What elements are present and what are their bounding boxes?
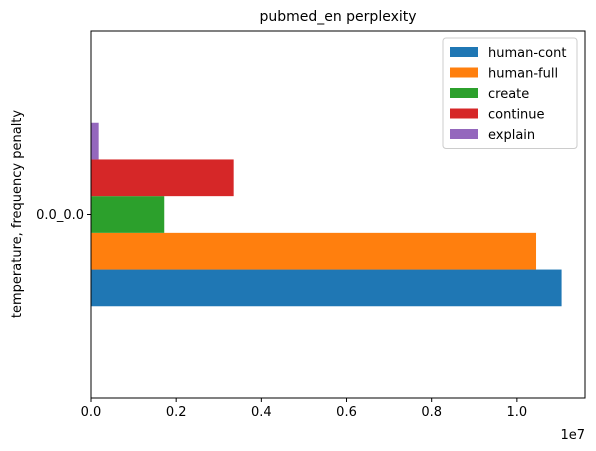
x-tick-label: 0.4 bbox=[251, 405, 272, 420]
x-tick-label: 0.2 bbox=[166, 405, 187, 420]
legend-box bbox=[442, 37, 578, 149]
legend-swatch-create bbox=[450, 88, 478, 98]
bar-create bbox=[91, 196, 165, 233]
y-tick-label: 0.0_0.0 bbox=[36, 208, 84, 223]
legend-label-human-full: human-full bbox=[488, 67, 558, 82]
bar-human-full bbox=[91, 232, 537, 270]
legend: human-cont human-full create continue explai… bbox=[442, 37, 578, 149]
legend-swatch-continue bbox=[450, 108, 478, 119]
legend-swatch-human-full bbox=[450, 67, 478, 78]
y-axis-label: temperature, frequency penalty bbox=[10, 110, 25, 318]
legend-label-create: create bbox=[488, 87, 529, 102]
legend-label-human-cont: human-cont bbox=[488, 46, 566, 61]
bar-human-cont bbox=[91, 269, 562, 307]
bar-continue bbox=[91, 159, 234, 197]
ticks-group: 0.0 0.2 0.4 0.6 0.8 1.0 0.0_0.0 bbox=[36, 208, 527, 420]
x-tick-label: 0.0 bbox=[81, 405, 102, 420]
x-tick-label: 1.0 bbox=[507, 405, 528, 420]
legend-swatch-explain bbox=[450, 129, 478, 139]
axes-frame bbox=[90, 30, 586, 399]
bars-group bbox=[91, 122, 562, 307]
chart-title: pubmed_en perplexity bbox=[259, 9, 416, 25]
bar-explain bbox=[91, 122, 99, 160]
x-tick-label: 0.6 bbox=[336, 405, 357, 420]
legend-label-explain: explain bbox=[488, 128, 535, 143]
legend-swatch-human-cont bbox=[450, 47, 478, 57]
x-tick-label: 0.8 bbox=[421, 405, 442, 420]
legend-label-continue: continue bbox=[488, 108, 545, 123]
x-offset-text: 1e7 bbox=[560, 428, 585, 443]
